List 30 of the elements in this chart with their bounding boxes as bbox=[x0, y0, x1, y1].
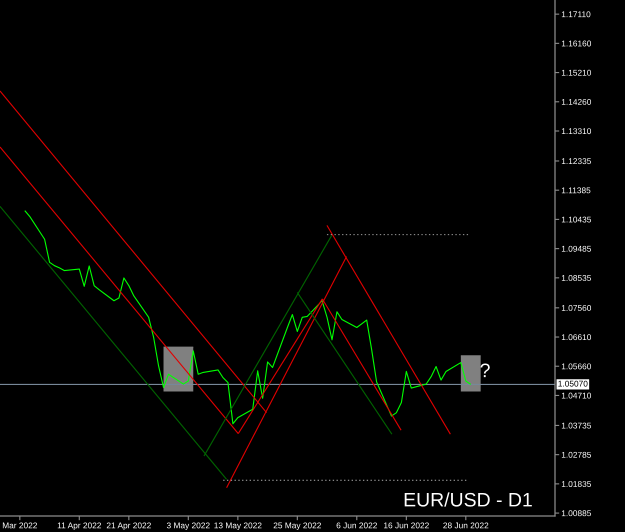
x-tick-label: 3 May 2022 bbox=[166, 522, 210, 530]
x-tick-label: 28 Jun 2022 bbox=[443, 522, 488, 528]
x-tick-label: 13 May 2022 bbox=[214, 522, 262, 530]
x-tick-label: 16 Jun 2022 bbox=[384, 522, 429, 528]
y-tick-label: 1.13310 bbox=[562, 128, 592, 134]
y-tick-label: 1.11385 bbox=[562, 187, 590, 194]
y-tick-label: 1.06610 bbox=[562, 334, 592, 340]
y-tick-label: 1.17110 bbox=[562, 11, 590, 18]
x-tick-label: 6 Jun 2022 bbox=[336, 522, 377, 528]
y-tick-label: 1.03735 bbox=[562, 422, 592, 429]
x-tick-label: 25 May 2022 bbox=[274, 522, 321, 530]
ref-line-label: 1.05070 bbox=[558, 380, 588, 387]
annotation: ? bbox=[480, 363, 490, 378]
y-tick-label: 1.09485 bbox=[562, 246, 592, 252]
y-tick-label: 1.05660 bbox=[562, 363, 592, 370]
y-tick-label: 1.16160 bbox=[562, 40, 592, 46]
y-tick-label: 1.12335 bbox=[562, 158, 592, 164]
y-tick-label: 1.01835 bbox=[562, 481, 592, 487]
y-tick-label: 1.15210 bbox=[562, 70, 592, 76]
y-tick-label: 1.10435 bbox=[562, 216, 592, 223]
y-tick-label: 1.07560 bbox=[562, 305, 592, 311]
y-tick-label: 1.02785 bbox=[562, 452, 592, 458]
text: EUR/USD - D1 bbox=[404, 492, 532, 507]
y-tick-label: 1.04710 bbox=[562, 392, 592, 399]
x-tick-label: Mar 2022 bbox=[2, 522, 38, 528]
y-tick-label: 1.14260 bbox=[562, 98, 592, 105]
y-tick-label: 1.08535 bbox=[562, 275, 592, 281]
x-tick-label: 11 Apr 2022 bbox=[58, 522, 102, 530]
x-tick-label: 21 Apr 2022 bbox=[106, 522, 151, 530]
y-tick-label: 1.00885 bbox=[562, 510, 592, 516]
